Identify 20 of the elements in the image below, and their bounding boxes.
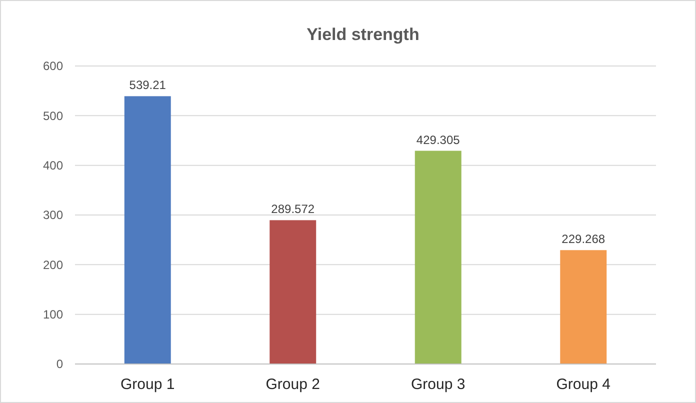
y-tick-label: 100 (42, 308, 64, 322)
data-label: 539.21 (129, 78, 166, 92)
bar (124, 96, 171, 364)
x-tick-label: Group 4 (556, 376, 610, 393)
y-tick-label: 200 (42, 258, 64, 272)
y-tick-label: 600 (42, 59, 64, 74)
bar (560, 250, 607, 364)
data-label: 229.268 (562, 232, 606, 246)
bar (414, 150, 462, 364)
data-label: 429.305 (416, 132, 460, 147)
x-tick-label: Group 2 (266, 376, 320, 393)
y-tick-label: 500 (42, 108, 64, 123)
y-tick-label: 0 (56, 357, 64, 372)
chart-title: Yield strength (306, 25, 420, 44)
bar (270, 220, 316, 364)
data-label: 289.572 (271, 202, 315, 216)
y-tick-label: 400 (42, 158, 64, 173)
y-tick-label: 300 (42, 208, 64, 222)
x-tick-label: Group 1 (120, 376, 175, 393)
x-tick-label: Group 3 (411, 376, 466, 393)
